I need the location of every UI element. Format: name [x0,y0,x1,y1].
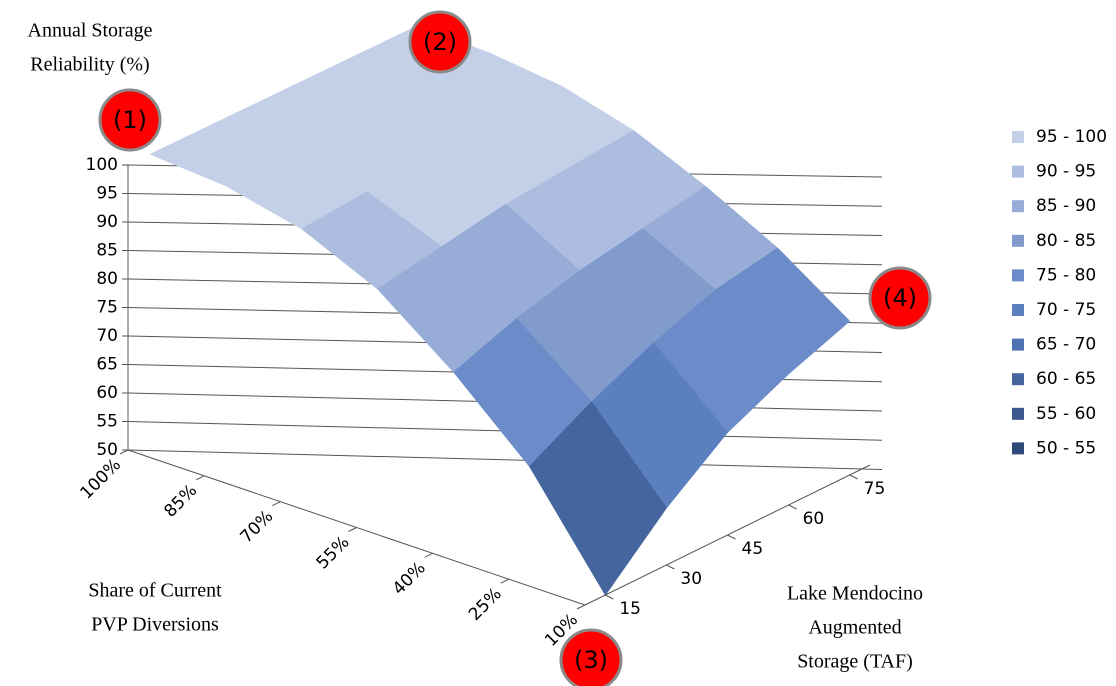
marker [408,10,472,74]
legend-label: 90 - 95 [1036,162,1096,182]
marker-label: (3) [574,646,608,674]
y-tick [849,474,858,480]
legend-swatch [1012,373,1024,386]
legend-label: 60 - 65 [1036,369,1096,389]
z-tick-label: 65 [96,355,118,375]
axis-title: Augmented [808,617,901,639]
axis-title: Storage (TAF) [797,651,913,673]
y-tick-label: 30 [680,569,702,589]
y-tick-label: 15 [619,599,641,619]
z-tick-label: 100 [86,155,118,175]
x-tick [195,475,205,481]
x-tick-label: 85% [160,481,201,522]
z-tick-label: 75 [96,298,118,318]
axis-title: Share of Current [88,580,222,602]
x-tick [576,604,586,610]
z-tick-label: 55 [96,412,118,432]
legend-swatch [1012,407,1024,420]
z-tick-label: 60 [96,383,118,403]
z-tick-label: 90 [96,212,118,232]
y-tick-label: 45 [742,539,764,559]
x-tick-label: 70% [237,507,278,548]
legend-label: 55 - 60 [1036,404,1096,424]
x-tick [500,578,510,584]
marker [559,628,623,686]
marker-label: (2) [423,28,457,56]
legend-swatch [1012,338,1024,351]
z-tick-label: 85 [96,241,118,261]
x-tick-label: 100% [77,455,126,504]
legend-swatch [1012,131,1024,143]
grid-line [127,449,883,470]
z-tick-label: 95 [96,184,118,204]
marker-label: (1) [113,106,147,134]
x-tick [424,552,433,558]
legend-swatch [1012,165,1024,178]
axis-title: Lake Mendocino [787,583,923,605]
y-tick [605,594,614,600]
legend-label: 85 - 90 [1036,196,1096,216]
x-tick-label: 40% [389,558,430,599]
marker [98,88,162,152]
legend-label: 95 - 100 [1036,127,1107,147]
legend-swatch [1012,269,1024,282]
axis-title: PVP Diversions [91,614,219,636]
z-tick-label: 50 [96,440,118,460]
axis-title: Reliability (%) [30,54,149,76]
legend-label: 80 - 85 [1036,231,1096,251]
x-tick [119,449,129,455]
legend-label: 65 - 70 [1036,335,1096,355]
x-tick-label: 25% [465,584,506,625]
legend-label: 75 - 80 [1036,265,1096,285]
legend-swatch [1012,200,1024,213]
y-tick-label: 60 [803,509,825,529]
legend-swatch [1012,304,1024,316]
x-tick-label: 55% [313,532,354,573]
legend-label: 70 - 75 [1036,300,1096,320]
x-tick [272,501,281,507]
legend-swatch [1012,442,1024,455]
z-tick-label: 70 [96,326,118,346]
x-tick [348,527,357,532]
y-tick [788,504,797,510]
legend-swatch [1012,234,1024,247]
y-tick [727,534,736,540]
marker [868,266,932,330]
y-tick-label: 75 [864,479,886,499]
marker-label: (4) [883,284,917,312]
z-tick-label: 80 [96,269,118,289]
y-tick [666,564,675,570]
axis-title: Annual Storage [28,20,153,42]
surface-patch [529,401,667,596]
legend-label: 50 - 55 [1036,438,1096,458]
